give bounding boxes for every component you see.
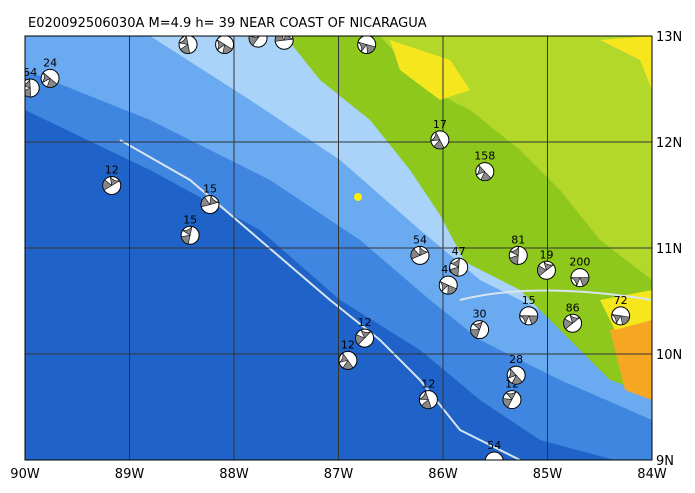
depth-label: 12: [341, 338, 355, 351]
beachball-quadrant: [180, 226, 193, 245]
beachball: [274, 36, 294, 50]
beachball: [40, 68, 60, 88]
beachball: [484, 451, 504, 460]
beachball-quadrant: [507, 368, 523, 385]
depth-label: 15: [522, 294, 536, 307]
beachball: [180, 225, 200, 245]
depth-label: 158: [474, 150, 495, 163]
lon-tick-label: 88W: [219, 467, 249, 482]
beachball: [338, 350, 358, 370]
beachball: [215, 36, 235, 54]
beachball-quadrant: [509, 246, 520, 265]
depth-label: 12: [421, 378, 435, 391]
lat-tick-label: 9N: [656, 454, 674, 469]
beachball: [102, 175, 122, 195]
beachball-quadrant: [200, 195, 219, 208]
beachball-quadrant: [611, 314, 630, 325]
beachball-bg: [484, 451, 504, 460]
beachball: [430, 130, 450, 150]
beachball: [508, 245, 528, 265]
depth-label: 12: [358, 316, 372, 329]
lon-tick-label: 85W: [533, 467, 563, 482]
beachball-quadrant: [179, 36, 191, 54]
depth-label: 54: [413, 233, 427, 246]
beachball: [563, 313, 583, 333]
beachball-quadrant: [430, 131, 445, 150]
map-frame: [24, 35, 653, 461]
lon-tick-label: 84W: [637, 467, 667, 482]
beachball-quadrant: [537, 261, 554, 277]
beachball-quadrant: [563, 314, 580, 330]
beachball-quadrant: [570, 277, 590, 287]
depth-label: 19: [539, 248, 553, 261]
map-title: E020092506030A M=4.9 h= 39 NEAR COAST OF…: [28, 16, 427, 31]
depth-label: 28: [509, 353, 523, 366]
beachball: [536, 260, 556, 280]
beachball: [506, 365, 526, 385]
beachball-quadrant: [216, 39, 233, 54]
lon-tick-label: 86W: [428, 467, 458, 482]
beachball-quadrant: [502, 391, 517, 408]
beachball-quadrant: [449, 257, 460, 277]
beachball: [357, 36, 377, 54]
depth-label: 86: [566, 301, 580, 314]
beachball: [418, 390, 438, 410]
beachball: [200, 195, 220, 215]
lon-tick-label: 90W: [10, 467, 40, 482]
lat-tick-label: 13N: [656, 30, 682, 45]
beachball: [470, 320, 490, 340]
depth-label: 30: [473, 308, 487, 321]
grid: [25, 36, 652, 460]
beachball: [248, 36, 268, 48]
beachball: [25, 78, 40, 98]
beachball: [570, 268, 590, 288]
beachball: [355, 328, 375, 348]
depth-label: 54: [23, 66, 37, 79]
beachball: [410, 245, 430, 265]
beachball-quadrant: [357, 41, 376, 54]
lon-tick-label: 89W: [115, 467, 145, 482]
depth-label: 17: [433, 118, 447, 131]
beachball-quadrant: [519, 315, 538, 325]
lon-tick-label: 87W: [324, 467, 354, 482]
beachball: [449, 257, 469, 277]
beachball-quadrant: [439, 281, 457, 295]
beachball-quadrant: [419, 390, 432, 409]
beachball-quadrant: [25, 78, 32, 98]
lat-tick-label: 10N: [656, 348, 682, 363]
depth-label: 15: [183, 213, 197, 226]
beachball-quadrant: [102, 176, 120, 191]
beachball-quadrant: [485, 459, 489, 460]
beachball-quadrant: [41, 72, 58, 88]
beachball-quadrant: [476, 164, 492, 181]
beachball-quadrant: [470, 320, 483, 339]
depth-label: 15: [203, 183, 217, 196]
lat-tick-label: 12N: [656, 136, 682, 151]
depth-label: 12: [105, 163, 119, 176]
beachball: [519, 306, 539, 326]
beachball: [475, 162, 495, 182]
depth-label: 72: [614, 294, 628, 307]
beachball: [611, 306, 631, 326]
depth-label: 81: [511, 233, 525, 246]
lat-tick-label: 11N: [656, 242, 682, 257]
depth-label: 54: [487, 439, 501, 452]
beachball-quadrant: [338, 352, 354, 370]
beachball: [178, 36, 198, 54]
beachball-quadrant: [410, 246, 429, 260]
depth-label: 200: [569, 256, 590, 269]
depth-label: 47: [452, 245, 466, 258]
beachball: [502, 390, 522, 410]
beachball: [438, 275, 458, 295]
beachball-quadrant: [355, 329, 372, 345]
depth-label: 24: [43, 56, 57, 69]
beachball-quadrant: [248, 36, 260, 46]
